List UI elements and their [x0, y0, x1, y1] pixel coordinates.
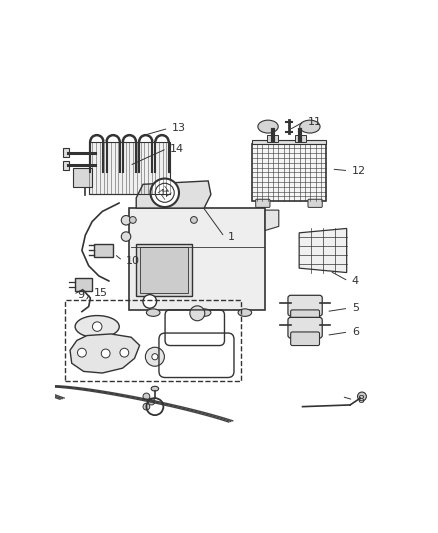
FancyBboxPatch shape [308, 199, 322, 207]
FancyBboxPatch shape [288, 317, 322, 338]
Text: 8: 8 [357, 395, 364, 405]
FancyBboxPatch shape [267, 135, 278, 142]
Text: 14: 14 [170, 144, 184, 154]
FancyBboxPatch shape [63, 149, 69, 157]
Text: 5: 5 [352, 303, 359, 313]
FancyBboxPatch shape [95, 244, 113, 257]
Circle shape [101, 349, 110, 358]
FancyBboxPatch shape [75, 278, 92, 290]
Polygon shape [299, 229, 346, 272]
FancyBboxPatch shape [251, 140, 326, 143]
Polygon shape [136, 181, 211, 208]
Circle shape [78, 348, 86, 357]
FancyBboxPatch shape [251, 143, 326, 201]
FancyBboxPatch shape [130, 208, 265, 310]
FancyBboxPatch shape [295, 135, 306, 142]
FancyBboxPatch shape [291, 332, 319, 345]
Ellipse shape [146, 309, 160, 317]
Circle shape [121, 232, 131, 241]
FancyBboxPatch shape [63, 161, 69, 169]
Ellipse shape [151, 386, 159, 391]
Circle shape [143, 403, 150, 410]
Ellipse shape [300, 120, 320, 133]
Circle shape [151, 179, 179, 207]
Circle shape [130, 216, 136, 223]
FancyBboxPatch shape [291, 310, 319, 324]
Circle shape [92, 322, 102, 332]
Text: 9: 9 [77, 289, 84, 300]
Circle shape [121, 215, 131, 225]
FancyBboxPatch shape [256, 199, 270, 207]
Circle shape [143, 393, 150, 400]
Circle shape [191, 216, 197, 223]
Circle shape [190, 306, 205, 321]
Text: 11: 11 [307, 117, 321, 126]
Polygon shape [70, 334, 140, 373]
Text: 12: 12 [352, 166, 366, 176]
Circle shape [152, 354, 158, 360]
Text: 13: 13 [172, 123, 186, 133]
FancyBboxPatch shape [74, 168, 92, 187]
Circle shape [143, 295, 156, 308]
Ellipse shape [238, 309, 251, 317]
Text: 6: 6 [352, 327, 359, 337]
Circle shape [145, 347, 164, 366]
Text: 15: 15 [94, 288, 108, 298]
Circle shape [357, 392, 366, 401]
Ellipse shape [258, 120, 278, 133]
FancyBboxPatch shape [88, 142, 170, 195]
Text: 10: 10 [126, 256, 140, 265]
FancyBboxPatch shape [140, 247, 188, 293]
Circle shape [148, 398, 155, 405]
FancyBboxPatch shape [288, 295, 322, 316]
FancyBboxPatch shape [136, 244, 192, 296]
Text: 1: 1 [228, 232, 235, 242]
Circle shape [120, 348, 129, 357]
Text: 4: 4 [352, 276, 359, 286]
Ellipse shape [197, 309, 211, 317]
Ellipse shape [75, 316, 119, 337]
Polygon shape [265, 210, 279, 230]
